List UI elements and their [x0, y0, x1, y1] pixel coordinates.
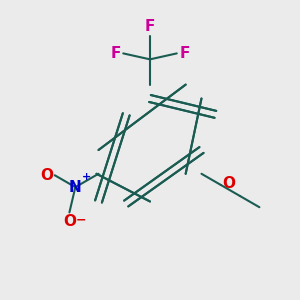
Text: O: O	[63, 214, 76, 229]
Text: O: O	[40, 168, 53, 183]
Text: F: F	[179, 46, 190, 61]
Text: O: O	[222, 176, 235, 191]
Text: +: +	[82, 172, 91, 182]
Text: F: F	[145, 19, 155, 34]
Text: F: F	[110, 46, 121, 61]
Text: N: N	[69, 180, 82, 195]
Text: −: −	[76, 214, 86, 227]
